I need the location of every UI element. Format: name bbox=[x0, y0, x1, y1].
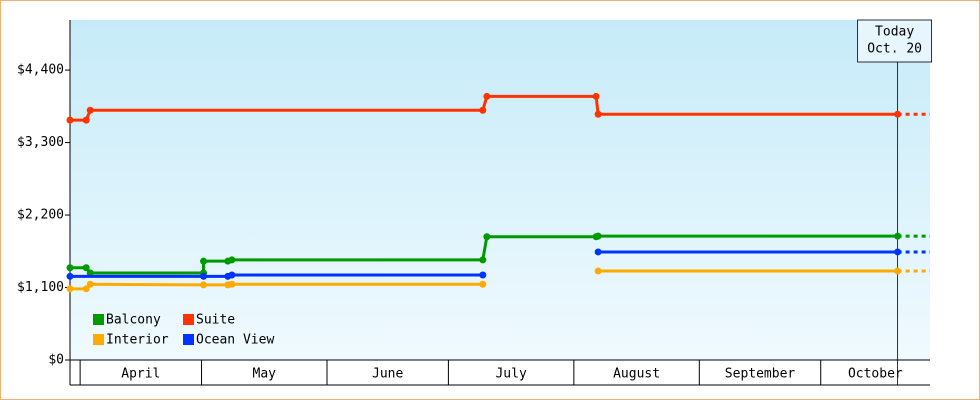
x-tick-label: April bbox=[121, 367, 160, 382]
data-point bbox=[594, 232, 602, 240]
y-tick-label: $4,400 bbox=[17, 63, 64, 78]
legend-label: Interior bbox=[106, 333, 169, 348]
data-point bbox=[594, 267, 602, 275]
data-point bbox=[66, 116, 74, 124]
data-point bbox=[594, 110, 602, 118]
x-tick-label: August bbox=[613, 367, 660, 382]
data-point bbox=[894, 267, 902, 275]
x-tick-label: July bbox=[495, 367, 526, 382]
x-tick-label: June bbox=[372, 367, 403, 382]
data-point bbox=[483, 92, 491, 100]
x-tick-label: October bbox=[848, 367, 903, 382]
today-box bbox=[857, 19, 933, 63]
data-point bbox=[894, 248, 902, 256]
legend-swatch bbox=[93, 314, 104, 325]
data-point bbox=[228, 280, 236, 288]
y-tick-label: $3,300 bbox=[17, 135, 64, 150]
data-point bbox=[66, 285, 74, 293]
data-point bbox=[86, 269, 94, 277]
data-point bbox=[228, 256, 236, 264]
today-label: Oct. 20 bbox=[867, 42, 922, 57]
y-tick-label: $2,200 bbox=[17, 208, 64, 223]
today-label: Today bbox=[875, 25, 914, 40]
x-tick-label: September bbox=[725, 367, 796, 382]
plot-area bbox=[70, 20, 930, 360]
y-tick-label: $0 bbox=[48, 353, 64, 368]
data-point bbox=[479, 280, 487, 288]
data-point bbox=[894, 232, 902, 240]
data-point bbox=[86, 106, 94, 114]
legend-label: Balcony bbox=[106, 313, 161, 328]
data-point bbox=[200, 281, 208, 289]
data-point bbox=[479, 271, 487, 279]
data-point bbox=[66, 264, 74, 272]
data-point bbox=[894, 110, 902, 118]
y-tick-label: $1,100 bbox=[17, 280, 64, 295]
data-point bbox=[592, 92, 600, 100]
legend-swatch bbox=[183, 334, 194, 345]
legend-swatch bbox=[183, 314, 194, 325]
data-point bbox=[82, 285, 90, 293]
data-point bbox=[594, 248, 602, 256]
legend-swatch bbox=[93, 334, 104, 345]
data-point bbox=[86, 280, 94, 288]
data-point bbox=[200, 257, 208, 265]
legend-label: Suite bbox=[196, 313, 235, 328]
data-point bbox=[82, 264, 90, 272]
data-point bbox=[479, 256, 487, 264]
legend-label: Ocean View bbox=[196, 333, 274, 348]
data-point bbox=[82, 116, 90, 124]
data-point bbox=[66, 272, 74, 280]
x-tick-label: May bbox=[253, 367, 277, 382]
data-point bbox=[228, 271, 236, 279]
data-point bbox=[200, 272, 208, 280]
data-point bbox=[483, 233, 491, 241]
data-point bbox=[479, 106, 487, 114]
